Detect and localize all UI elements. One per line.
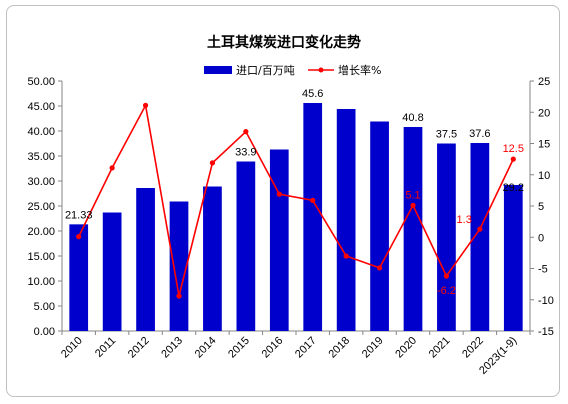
y-right-tick-label: 25 (538, 76, 550, 88)
chart-title: 土耳其煤炭进口变化走势 (207, 34, 361, 51)
bar-data-label: 37.6 (469, 128, 490, 140)
growth-data-label: -6.2 (437, 285, 456, 297)
x-tick-label: 2021 (427, 335, 453, 361)
y-right-tick-label: 5 (538, 201, 544, 213)
growth-point (176, 293, 182, 299)
x-tick-label: 2018 (326, 335, 352, 361)
y-right-tick-label: -10 (538, 295, 554, 307)
y-right-tick-label: -15 (538, 326, 554, 338)
x-tick-label: 2013 (159, 335, 185, 361)
y-left-tick-label: 5.00 (34, 301, 55, 313)
growth-data-label: 1.3 (457, 214, 472, 226)
bar-data-label: 45.6 (302, 88, 323, 100)
growth-point (76, 234, 82, 240)
x-tick-label: 2010 (59, 335, 85, 361)
y-left-tick-label: 50.00 (27, 76, 55, 88)
x-tick-label: 2022 (460, 335, 486, 361)
growth-point (510, 156, 516, 162)
bar (136, 188, 155, 331)
bar-data-label: 37.5 (436, 129, 457, 141)
bar (102, 212, 122, 331)
bar (503, 185, 523, 331)
bar (203, 186, 222, 331)
y-left-tick-label: 30.00 (27, 176, 55, 188)
y-left-tick-label: 10.00 (27, 276, 55, 288)
bar (303, 103, 323, 331)
y-left-tick-label: 20.00 (27, 226, 55, 238)
x-tick-label: 2012 (126, 335, 152, 361)
y-right-tick-label: -5 (538, 264, 548, 276)
growth-point (109, 165, 115, 171)
x-tick-label: 2011 (93, 335, 118, 360)
y-left-tick-label: 0.00 (34, 326, 55, 338)
bar-data-label: 40.8 (402, 112, 423, 124)
y-right-tick-label: 10 (538, 170, 550, 182)
x-tick-label: 2015 (226, 335, 252, 361)
y-left-tick-label: 35.00 (27, 151, 55, 163)
growth-point (343, 253, 349, 259)
bar-data-label: 29.2 (503, 182, 524, 194)
x-tick-label: 2017 (293, 335, 319, 361)
legend: 进口/百万吨 增长率% (204, 63, 381, 77)
growth-line (77, 102, 515, 297)
bar (370, 121, 389, 331)
growth-point (310, 197, 316, 203)
growth-point (243, 129, 249, 135)
legend-line-marker (318, 67, 324, 73)
growth-data-label: 5.1 (405, 189, 420, 201)
legend-label-growth: 增长率% (338, 63, 381, 77)
x-tick-label: 2014 (193, 335, 219, 361)
bar (403, 127, 423, 331)
bar (169, 201, 189, 331)
growth-point (209, 160, 216, 166)
y-left-tick-label: 25.00 (27, 201, 55, 213)
legend-label-imports: 进口/百万吨 (236, 64, 295, 77)
bar (470, 143, 490, 331)
y-right-tick-label: 20 (538, 107, 550, 119)
bar (69, 224, 89, 331)
y-right-tick-label: 0 (538, 232, 544, 244)
y-left-tick-label: 15.00 (27, 251, 55, 263)
bar (336, 109, 356, 331)
growth-point (443, 273, 450, 279)
plot-area: 0.00 5.00 10.00 15.00 20.00 25.00 30.00 35.00 40… (27, 76, 553, 377)
growth-data-label: 12.5 (503, 143, 524, 155)
bar (236, 161, 256, 331)
bar (437, 143, 456, 331)
x-tick-label: 2019 (360, 335, 386, 361)
bar-data-label: 33.9 (235, 147, 256, 159)
growth-point (410, 202, 416, 208)
bar (269, 149, 289, 331)
legend-bar-swatch (204, 66, 232, 74)
growth-point (142, 102, 149, 108)
bar-data-label: 21.33 (65, 209, 93, 221)
y-left-tick-label: 45.00 (27, 101, 55, 113)
growth-point (276, 191, 282, 197)
growth-point (477, 226, 483, 232)
x-tick-label: 2016 (260, 335, 286, 361)
growth-point (376, 265, 383, 271)
x-tick-label: 2020 (393, 335, 419, 361)
y-right-tick-label: 15 (538, 139, 550, 151)
y-left-tick-label: 40.00 (27, 126, 55, 138)
